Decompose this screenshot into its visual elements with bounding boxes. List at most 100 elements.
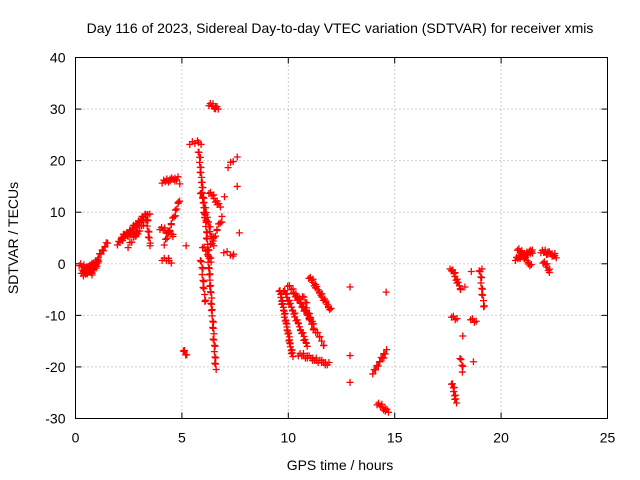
data-point bbox=[478, 290, 486, 298]
data-point bbox=[198, 271, 206, 279]
y-tick-label: -30 bbox=[45, 411, 65, 427]
data-point bbox=[522, 254, 530, 262]
data-point bbox=[314, 328, 322, 336]
data-point bbox=[195, 148, 203, 156]
data-point bbox=[197, 140, 205, 148]
data-point bbox=[446, 265, 454, 273]
data-point bbox=[202, 296, 210, 304]
data-point bbox=[229, 158, 237, 166]
data-point bbox=[208, 306, 216, 314]
data-point bbox=[208, 240, 216, 248]
data-point bbox=[145, 234, 153, 242]
data-point bbox=[200, 278, 208, 286]
y-tick-label: 20 bbox=[50, 153, 66, 169]
data-point bbox=[382, 288, 390, 296]
data-point bbox=[198, 190, 206, 198]
data-point bbox=[169, 230, 177, 238]
data-point bbox=[144, 233, 152, 241]
data-point bbox=[302, 338, 310, 346]
data-point bbox=[171, 174, 179, 182]
data-point bbox=[101, 243, 109, 251]
data-point bbox=[208, 312, 216, 320]
data-point bbox=[144, 227, 152, 235]
data-point bbox=[552, 254, 560, 262]
data-point bbox=[223, 248, 231, 256]
data-point bbox=[320, 341, 328, 349]
data-point bbox=[307, 315, 315, 323]
data-point bbox=[224, 164, 232, 172]
data-point bbox=[205, 271, 213, 279]
data-point bbox=[216, 219, 224, 227]
data-point bbox=[282, 290, 290, 298]
data-point bbox=[144, 216, 152, 224]
data-point bbox=[290, 310, 298, 318]
data-point bbox=[213, 226, 221, 234]
data-point bbox=[174, 198, 182, 206]
data-point bbox=[211, 232, 219, 240]
data-point bbox=[477, 279, 485, 287]
data-point bbox=[308, 320, 316, 328]
data-point bbox=[220, 193, 228, 201]
data-point bbox=[128, 238, 136, 246]
data-point bbox=[170, 213, 178, 221]
data-point bbox=[278, 300, 286, 308]
data-point bbox=[214, 105, 222, 113]
tick-labels: 0 5 10 15 20 25 -30 -20 -10 0 10 20 30 40 bbox=[45, 50, 615, 446]
data-point bbox=[279, 299, 287, 307]
data-point bbox=[285, 329, 293, 337]
data-point bbox=[88, 269, 96, 277]
data-point bbox=[201, 290, 209, 298]
x-tick-label: 15 bbox=[387, 430, 403, 446]
data-point bbox=[346, 352, 354, 360]
data-point bbox=[196, 256, 204, 264]
data-point bbox=[216, 203, 224, 211]
data-point bbox=[124, 244, 132, 252]
data-point bbox=[526, 262, 534, 270]
data-point bbox=[146, 242, 154, 250]
data-point bbox=[93, 262, 101, 270]
data-point bbox=[469, 315, 477, 323]
data-point bbox=[207, 282, 215, 290]
data-point bbox=[316, 333, 324, 341]
data-point bbox=[210, 336, 218, 344]
data-point bbox=[199, 265, 207, 273]
data-point bbox=[327, 304, 335, 312]
data-point bbox=[199, 199, 207, 207]
data-point bbox=[201, 298, 209, 306]
data-point bbox=[294, 319, 302, 327]
data-point bbox=[104, 239, 112, 247]
data-point bbox=[318, 337, 326, 345]
data-point bbox=[478, 265, 486, 273]
data-point bbox=[283, 326, 291, 334]
data-point bbox=[528, 246, 536, 254]
y-tick-label: 40 bbox=[50, 50, 66, 66]
data-point bbox=[280, 313, 288, 321]
data-point bbox=[325, 358, 333, 366]
x-tick-label: 0 bbox=[72, 430, 80, 446]
y-axis-title: SDTVAR / TECUs bbox=[5, 182, 21, 294]
data-point bbox=[376, 358, 384, 366]
data-point bbox=[171, 206, 179, 214]
data-point bbox=[456, 354, 464, 362]
data-point bbox=[94, 254, 102, 262]
data-point bbox=[199, 184, 207, 192]
data-point bbox=[210, 348, 218, 356]
data-point bbox=[293, 316, 301, 324]
data-point bbox=[206, 288, 214, 296]
data-point bbox=[160, 241, 168, 249]
data-point bbox=[196, 158, 204, 166]
data-point bbox=[205, 264, 213, 272]
data-point bbox=[288, 303, 296, 311]
data-point bbox=[218, 212, 226, 220]
data-point bbox=[479, 291, 487, 299]
data-point bbox=[203, 228, 211, 236]
data-point bbox=[303, 342, 311, 350]
data-point bbox=[527, 261, 535, 269]
y-tick-label: -10 bbox=[45, 307, 65, 323]
x-tick-label: 20 bbox=[493, 430, 509, 446]
data-point bbox=[453, 315, 461, 323]
data-point bbox=[200, 243, 208, 251]
data-point bbox=[210, 341, 218, 349]
data-point bbox=[289, 353, 297, 361]
data-point bbox=[346, 283, 354, 291]
